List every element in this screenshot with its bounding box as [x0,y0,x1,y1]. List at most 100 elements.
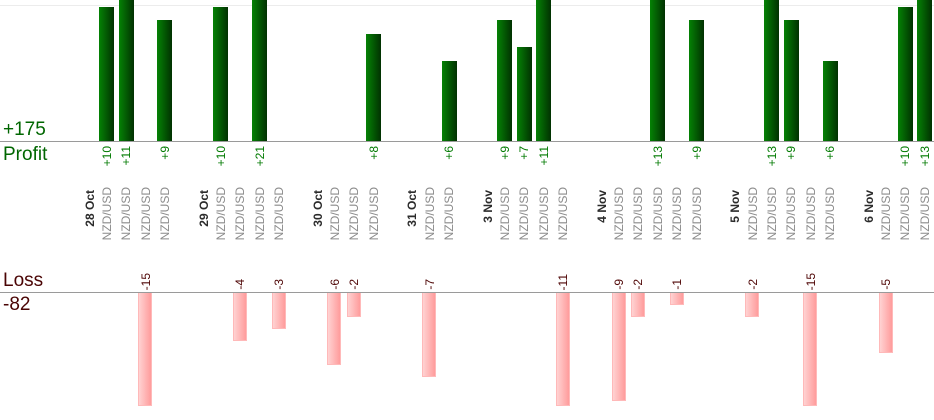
loss-bar[interactable] [232,293,247,341]
instrument-label: NZD/USD [631,187,646,241]
instrument-label: NZD/USD [213,187,228,241]
loss-value-label: -3 [272,279,286,290]
profit-value-label: +9 [784,146,799,160]
loss-value-label: -15 [138,272,153,290]
loss-bar[interactable] [327,293,342,365]
profit-value-label: +13 [650,146,665,167]
profit-bar[interactable] [650,0,666,141]
instrument-label: NZD/USD [497,187,512,241]
date-label-4: 3 Nov [480,190,495,223]
profit-axis-label: Profit [3,144,48,165]
instrument-label: NZD/USD [536,187,551,241]
profit-bar[interactable] [441,60,457,141]
loss-value-label: -5 [879,279,893,290]
loss-bars-area [0,293,934,406]
instrument-label: NZD/USD [366,187,381,241]
loss-value-label: -2 [745,279,760,290]
profit-value-label: +10 [99,146,114,167]
loss-value-label: -2 [631,279,646,290]
profit-bar[interactable] [516,47,532,141]
loss-bar[interactable] [611,293,626,401]
loss-bar[interactable] [138,293,152,406]
instrument-label: NZD/USD [517,187,532,241]
profit-value-label: +9 [689,146,704,160]
instrument-label: NZD/USD [442,187,456,241]
instrument-label: NZD/USD [327,187,342,241]
loss-bar[interactable] [803,293,818,406]
instrument-label: NZD/USD [764,187,779,241]
loss-axis-line [0,292,934,293]
profit-value-label: +11 [536,146,551,166]
profit-bars-area [0,0,934,141]
loss-value-label: -15 [803,272,818,290]
loss-bar[interactable] [555,293,570,406]
profit-bar[interactable] [917,0,933,141]
instrument-label: NZD/USD [670,187,685,241]
instrument-label: NZD/USD [823,187,838,241]
profit-bar[interactable] [157,20,173,141]
loss-value-label: -2 [347,279,362,290]
loss-bar[interactable] [630,293,645,317]
loss-axis-label: Loss [3,270,44,291]
profit-bar[interactable] [897,7,913,141]
date-label-5: 4 Nov [594,190,609,223]
instrument-label: NZD/USD [917,187,932,241]
instrument-label: NZD/USD [422,187,437,241]
instrument-label: NZD/USD [879,187,893,241]
instrument-label: NZD/USD [650,187,665,241]
profit-bar[interactable] [536,0,552,141]
profit-bar[interactable] [764,0,780,141]
loss-value-label: -4 [233,279,248,290]
instrument-label: NZD/USD [252,187,267,241]
instrument-label: NZD/USD [99,187,114,241]
profit-value-label: +7 [517,146,532,160]
profit-value-label: +21 [252,146,267,167]
profit-bar[interactable] [689,20,705,141]
profit-bar[interactable] [366,33,382,141]
date-label-0: 28 Oct [82,190,97,227]
date-label-7: 6 Nov [861,190,876,223]
profit-value-label: +11 [119,146,134,166]
profit-bar[interactable] [118,0,134,141]
profit-value-label: +6 [823,146,838,160]
loss-value-label: -9 [612,279,626,290]
profit-value-label: +13 [917,146,932,167]
loss-total-label: -82 [3,294,31,315]
instrument-label: NZD/USD [803,187,818,241]
loss-bar[interactable] [669,293,684,305]
profit-total-label: +175 [3,119,46,140]
instrument-label: NZD/USD [556,187,571,241]
profit-bar[interactable] [99,7,115,141]
profit-value-label: +13 [764,146,779,167]
loss-bar[interactable] [271,293,286,329]
profit-bar[interactable] [783,20,799,141]
instrument-label: NZD/USD [689,187,704,241]
loss-bar[interactable] [422,293,437,377]
profit-value-label: +10 [213,146,228,167]
instrument-label: NZD/USD [157,187,172,241]
instrument-label: NZD/USD [138,187,153,241]
instrument-label: NZD/USD [347,187,362,241]
loss-bar[interactable] [745,293,759,317]
profit-bar[interactable] [252,0,268,141]
profit-bar[interactable] [497,20,513,141]
loss-value-label: -11 [556,273,571,290]
profit-value-label: +9 [157,146,172,160]
instrument-label: NZD/USD [784,187,799,241]
profit-axis-line [0,141,934,142]
date-label-6: 5 Nov [728,190,743,223]
loss-bar[interactable] [346,293,361,317]
date-label-2: 30 Oct [310,190,325,227]
profit-bar[interactable] [822,60,838,141]
instrument-label: NZD/USD [119,187,134,241]
top-gridline [0,5,934,6]
profit-bar[interactable] [213,7,229,141]
loss-bar[interactable] [878,293,893,353]
profit-value-label: +6 [442,146,456,160]
profit-value-label: +9 [497,146,512,160]
date-label-3: 31 Oct [405,190,420,227]
profit-value-label: +10 [898,146,913,167]
loss-value-label: -6 [327,279,342,290]
instrument-label: NZD/USD [272,187,286,241]
